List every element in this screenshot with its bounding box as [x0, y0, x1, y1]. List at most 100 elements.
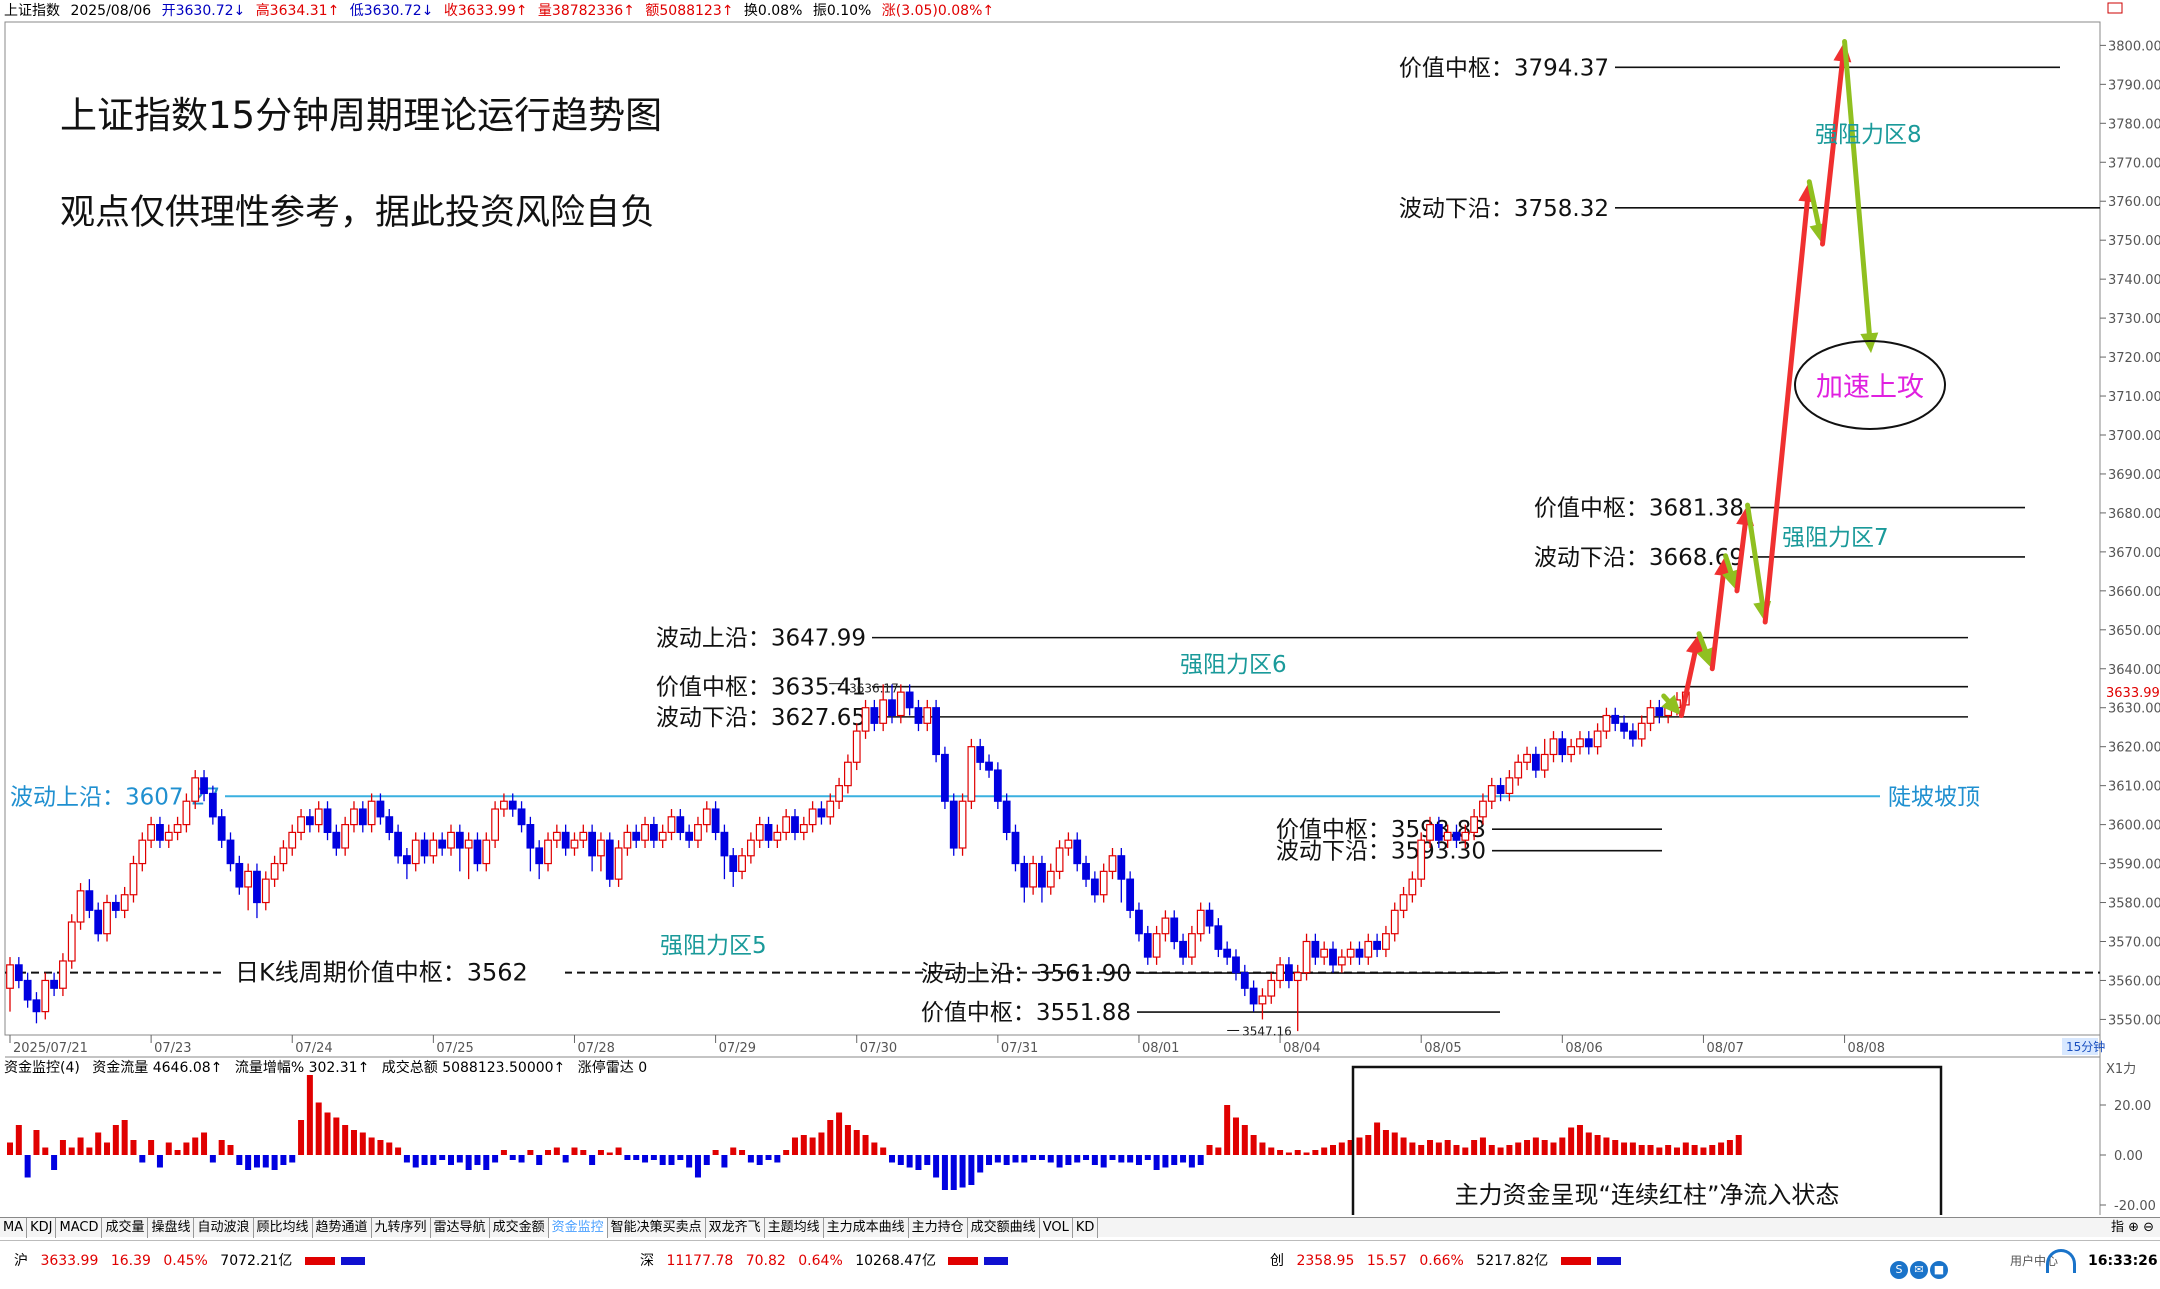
- tab-17[interactable]: 成交额曲线: [968, 1218, 1040, 1238]
- candle-body: [500, 800, 508, 810]
- candle-body: [1487, 785, 1496, 802]
- flow-bar: [1277, 1150, 1284, 1155]
- market-status-bar: 沪 3633.99 16.39 0.45% 7072.21亿 深 11177.7…: [0, 1240, 2160, 1287]
- projection-segment-green: [1661, 693, 1671, 704]
- flow-bar: [853, 1130, 860, 1155]
- flow-bar: [1427, 1140, 1434, 1155]
- tab-16[interactable]: 主力持仓: [909, 1218, 968, 1238]
- chart-canvas[interactable]: 3800.00 3790.00 3780.00 3770.00 3760.00 3750.…: [0, 0, 2160, 1215]
- sh-index-summary[interactable]: 沪 3633.99 16.39 0.45% 7072.21亿: [14, 1241, 373, 1281]
- sz-updown-bar: [948, 1257, 1009, 1265]
- flow-bar: [686, 1155, 693, 1168]
- tab-19[interactable]: KD: [1073, 1218, 1099, 1238]
- candle-body: [138, 839, 147, 865]
- flow-bar: [1585, 1132, 1592, 1155]
- tab-10[interactable]: 成交金额: [490, 1218, 549, 1238]
- candle-body: [367, 800, 376, 826]
- candle-body: [1179, 940, 1187, 958]
- candle-body: [738, 855, 746, 872]
- candle-body: [623, 831, 632, 849]
- flow-bar: [1382, 1130, 1389, 1155]
- sz-index-summary[interactable]: 深 11177.78 70.82 0.64% 10268.47亿: [640, 1241, 1016, 1281]
- flow-bar: [862, 1135, 869, 1155]
- current-price-bg: [2101, 683, 2159, 702]
- flow-bar: [1576, 1125, 1583, 1155]
- tab-2[interactable]: MACD: [56, 1218, 103, 1238]
- tab-18[interactable]: VOL: [1040, 1218, 1073, 1238]
- projection-segment-red: [1678, 650, 1698, 719]
- candle-body: [164, 831, 173, 841]
- tab-9[interactable]: 雷达导航: [431, 1218, 490, 1238]
- y-tick-label: 3680.00: [2108, 507, 2160, 522]
- flow-corner-label: X1力: [2106, 1062, 2136, 1077]
- flow-increase: 流量增幅% 302.31↑: [234, 1060, 370, 1076]
- tab-5[interactable]: 自动波浪: [194, 1218, 254, 1238]
- tab-4[interactable]: 操盘线: [148, 1218, 195, 1238]
- tab-12[interactable]: 智能决策买卖点: [608, 1218, 706, 1238]
- flow-bar: [668, 1155, 675, 1165]
- flow-bar: [1021, 1155, 1028, 1163]
- tab-8[interactable]: 九转序列: [372, 1218, 431, 1238]
- candle-body: [1073, 839, 1082, 865]
- flow-bar: [1038, 1155, 1045, 1160]
- flow-bar: [880, 1147, 887, 1155]
- flow-bar: [1321, 1147, 1328, 1155]
- tab-6[interactable]: 顾比均线: [254, 1218, 313, 1238]
- tab-3[interactable]: 成交量: [102, 1218, 149, 1238]
- flow-bar: [906, 1155, 913, 1168]
- candle-body: [147, 824, 156, 841]
- tab-15[interactable]: 主力成本曲线: [824, 1218, 909, 1238]
- candle-body: [32, 999, 41, 1013]
- s-icon[interactable]: S: [1890, 1261, 1908, 1279]
- cy-amount: 5217.82亿: [1476, 1253, 1549, 1269]
- candle-body: [1046, 870, 1055, 888]
- projection-arrowhead-red: [1714, 555, 1733, 577]
- corner-box-icon: [2107, 2, 2123, 14]
- flow-bar: [306, 1075, 313, 1155]
- flow-bar: [1506, 1145, 1513, 1155]
- flow-bar: [1418, 1145, 1425, 1155]
- flow-bar: [1250, 1135, 1257, 1155]
- square-icon[interactable]: ■: [1930, 1261, 1948, 1279]
- candle-body: [720, 831, 729, 857]
- flow-bar: [1074, 1155, 1081, 1163]
- y-tick-label: 3770.00: [2108, 156, 2160, 171]
- flow-y-tick-label: 20.00: [2114, 1099, 2151, 1114]
- tab-11[interactable]: 资金监控: [548, 1218, 608, 1238]
- tab-14[interactable]: 主题均线: [765, 1218, 824, 1238]
- candle-body: [6, 964, 14, 989]
- cy-updown-bar: [1560, 1257, 1621, 1265]
- candle-body: [544, 839, 552, 865]
- flow-bar: [377, 1140, 384, 1155]
- flow-bar: [1338, 1142, 1345, 1155]
- flow-bar: [1568, 1127, 1575, 1155]
- tab-7[interactable]: 趋势通道: [313, 1218, 372, 1238]
- candle-body: [941, 753, 949, 802]
- candle-body: [1373, 940, 1382, 950]
- y-tick-label: 3740.00: [2108, 273, 2160, 288]
- tab-13[interactable]: 双龙齐飞: [706, 1218, 765, 1238]
- flow-bar: [368, 1137, 375, 1155]
- candle-body: [385, 816, 394, 833]
- flow-bar: [86, 1147, 93, 1155]
- open-price: 开3630.72↓: [161, 3, 246, 19]
- flow-bar: [1524, 1140, 1531, 1155]
- projection-segment-green: [1722, 553, 1734, 575]
- chat-icon[interactable]: ✉: [1910, 1261, 1928, 1279]
- y-tick-label: 3730.00: [2108, 312, 2160, 327]
- x-tick-label: 07/31: [1001, 1041, 1038, 1056]
- flow-bar: [139, 1155, 146, 1163]
- x-tick-label: 08/06: [1565, 1041, 1602, 1056]
- candle-body: [826, 800, 835, 818]
- cy-index-summary[interactable]: 创 2358.95 15.57 0.66% 5217.82亿: [1270, 1241, 1629, 1281]
- candle-body: [993, 769, 1002, 802]
- x-tick-label: 08/05: [1424, 1041, 1461, 1056]
- flow-bar: [765, 1155, 772, 1160]
- candle-body: [1187, 933, 1196, 958]
- flow-bar: [253, 1155, 260, 1168]
- flow-bar: [95, 1132, 102, 1155]
- tab-0[interactable]: MA: [0, 1218, 28, 1238]
- tab-1[interactable]: KDJ: [27, 1218, 57, 1238]
- zoom-controls[interactable]: 指 ⊕ ⊖: [2110, 1220, 2154, 1235]
- projection-arrowhead-green: [1860, 332, 1879, 354]
